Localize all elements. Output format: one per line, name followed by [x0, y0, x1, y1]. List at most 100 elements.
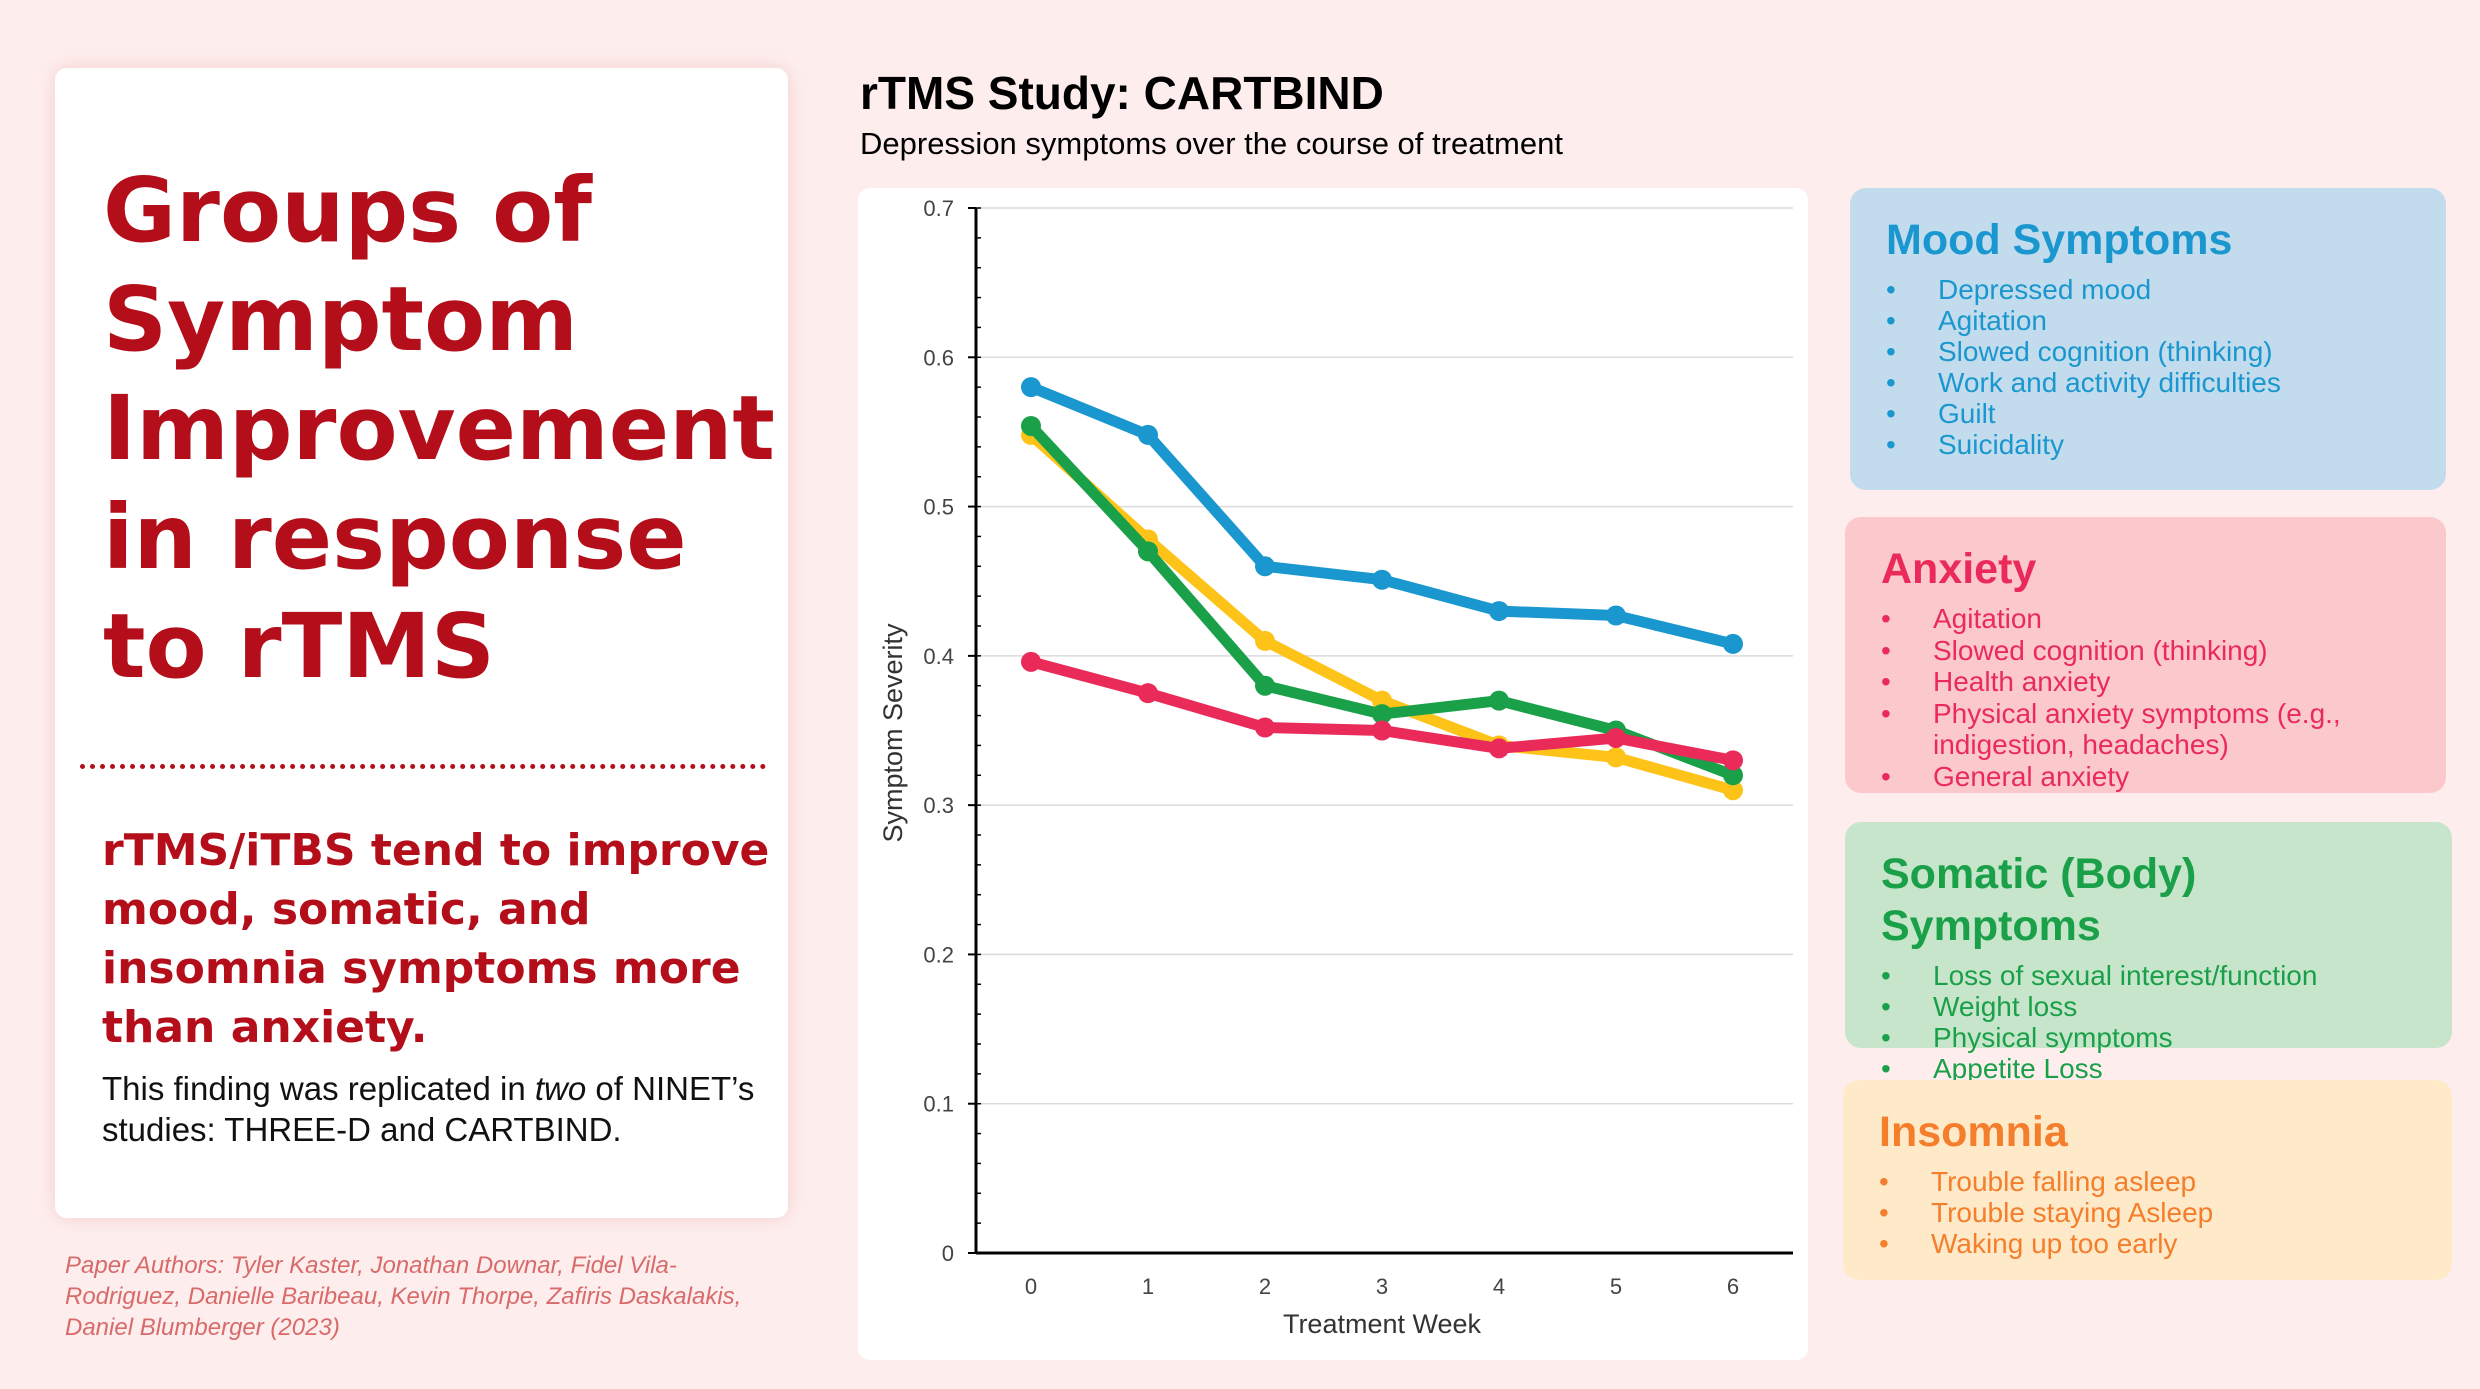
insomnia-list-item-label: Trouble staying Asleep [1931, 1197, 2214, 1228]
x-axis-title: Treatment Week [1283, 1309, 1482, 1339]
anxiety-panel: Anxiety • Agitation • Slowed cognition (thi… [1845, 517, 2446, 793]
insomnia-data-point [1255, 630, 1275, 651]
somatic-body-symptoms-data-point [1021, 415, 1041, 436]
bullet-icon: • [1881, 1053, 1891, 1084]
x-tick-label: 6 [1727, 1274, 1739, 1299]
insomnia-panel: Insomnia • Trouble falling asleep • Trouble… [1843, 1080, 2452, 1280]
mood-symptoms-data-point [1255, 556, 1275, 577]
y-tick-label: 0.7 [923, 196, 954, 221]
mood-symptoms-data-point [1489, 601, 1509, 622]
mood-symptoms-title: Mood Symptoms [1886, 216, 2233, 264]
mood-list-item-label: Guilt [1938, 398, 1996, 429]
x-tick-label: 4 [1493, 1274, 1505, 1299]
anxiety-list-item: • General anxiety [1881, 761, 2416, 793]
x-tick-label: 2 [1259, 1274, 1271, 1299]
finding-emphasis: two [534, 1070, 587, 1107]
bullet-icon: • [1881, 634, 1891, 666]
mood-list-item: • Suicidality [1886, 429, 2416, 460]
mood-symptoms-series-line [1025, 381, 1739, 650]
bullet-icon: • [1886, 398, 1896, 429]
y-tick-label: 0.6 [923, 345, 954, 370]
insomnia-list-item: • Trouble staying Asleep [1879, 1197, 2422, 1228]
somatic-list-item: • Appetite Loss [1881, 1053, 2422, 1084]
somatic-list-item-label: Weight loss [1933, 991, 2078, 1022]
anxiety-data-point [1255, 717, 1275, 738]
bullet-icon: • [1881, 991, 1891, 1022]
mood-list-item: • Slowed cognition (thinking) [1886, 336, 2416, 367]
summary-heading: rTMS/iTBS tend to improve mood, somatic,… [102, 825, 770, 1053]
anxiety-list-item-label: Physical anxiety symptoms (e.g., indiges… [1933, 697, 2341, 761]
page-title: Groups of Symptom Improvement in respons… [103, 158, 775, 698]
bullet-icon: • [1879, 1197, 1889, 1228]
anxiety-list: • Agitation • Slowed cognition (thinking) • H… [1881, 603, 2416, 792]
bullet-icon: • [1881, 666, 1891, 697]
insomnia-list-item: • Trouble falling asleep [1879, 1166, 2422, 1197]
mood-symptoms-data-point [1372, 569, 1392, 590]
x-tick-label: 0 [1025, 1274, 1037, 1299]
anxiety-list-item-label: Health anxiety [1933, 666, 2111, 697]
somatic-list-item: • Weight loss [1881, 991, 2422, 1022]
somatic-body-symptoms-data-point [1138, 541, 1158, 562]
finding-text-part1: This finding was replicated in [102, 1070, 535, 1107]
somatic-list-item-label: Appetite Loss [1933, 1053, 2103, 1084]
chart-card: 0 0.1 0.2 0.3 0.4 0.5 0.6 0.7 0 1 2 3 4 5 6 Treatment W… [858, 188, 1808, 1360]
mood-list-item: • Agitation [1886, 305, 2416, 336]
y-tick-label: 0.2 [923, 942, 954, 967]
dotted-divider [80, 764, 766, 769]
mood-list-item-label: Depressed mood [1938, 274, 2152, 305]
somatic-symptoms-list: • Loss of sexual interest/function • Weight… [1881, 960, 2422, 1084]
bullet-icon: • [1886, 367, 1896, 398]
mood-list-item-label: Suicidality [1938, 429, 2065, 460]
mood-symptoms-data-point [1021, 377, 1041, 398]
bullet-icon: • [1879, 1166, 1889, 1197]
y-tick-label: 0 [942, 1241, 954, 1266]
mood-list-item: • Guilt [1886, 398, 2416, 429]
paper-citation: Paper Authors: Tyler Kaster, Jonathan Do… [65, 1252, 742, 1341]
insomnia-list-item-label: Trouble falling asleep [1931, 1166, 2197, 1197]
somatic-list-item-label: Physical symptoms [1933, 1022, 2173, 1053]
insomnia-title: Insomnia [1879, 1108, 2068, 1156]
anxiety-list-item-label: Agitation [1933, 603, 2042, 634]
anxiety-data-point [1606, 727, 1626, 748]
anxiety-data-point [1021, 651, 1041, 672]
chart-title: rTMS Study: CARTBIND [860, 67, 1384, 119]
mood-symptoms-data-point [1723, 633, 1743, 654]
bullet-icon: • [1881, 1022, 1891, 1053]
bullet-icon: • [1886, 336, 1896, 367]
somatic-symptoms-title: Somatic (Body) Symptoms [1881, 850, 2197, 950]
insomnia-list: • Trouble falling asleep • Trouble staying … [1879, 1166, 2422, 1259]
x-tick-label: 1 [1142, 1274, 1154, 1299]
bullet-icon: • [1881, 697, 1891, 729]
mood-list-item-label: Work and activity difficulties [1938, 367, 2281, 398]
somatic-body-symptoms-data-point [1372, 704, 1392, 725]
anxiety-title: Anxiety [1881, 545, 2037, 593]
bullet-icon: • [1886, 429, 1896, 460]
anxiety-data-point [1489, 738, 1509, 759]
mood-symptoms-data-point [1138, 424, 1158, 445]
mood-symptoms-list: • Depressed mood • Agitation • Slowed cogniti… [1886, 274, 2416, 460]
anxiety-data-point [1372, 720, 1392, 741]
mood-list-item-label: Agitation [1938, 305, 2047, 336]
somatic-list-item: • Loss of sexual interest/function [1881, 960, 2422, 991]
anxiety-list-item: • Physical anxiety symptoms (e.g., indige… [1881, 698, 2416, 761]
anxiety-list-item: • Slowed cognition (thinking) [1881, 635, 2416, 667]
anxiety-data-point [1723, 750, 1743, 771]
somatic-symptoms-panel: Somatic (Body) Symptoms • Loss of sexual … [1845, 822, 2452, 1084]
summary-card: Groups of Symptom Improvement in respons… [55, 68, 788, 1218]
finding-text-part2: of NINET’s studies: THREE-D and CARTBIND… [102, 1070, 755, 1148]
insomnia-list-item: • Waking up too early [1879, 1228, 2422, 1259]
somatic-list-item-label: Loss of sexual interest/function [1933, 960, 2318, 991]
anxiety-data-point [1138, 683, 1158, 704]
bullet-icon: • [1886, 305, 1896, 336]
y-tick-label: 0.3 [923, 793, 954, 818]
anxiety-list-item: • Health anxiety [1881, 666, 2416, 698]
somatic-body-symptoms-data-point [1723, 765, 1743, 786]
anxiety-list-item-label: General anxiety [1933, 760, 2130, 792]
bullet-icon: • [1881, 760, 1891, 792]
bullet-icon: • [1881, 603, 1891, 634]
somatic-body-symptoms-data-point [1489, 690, 1509, 711]
anxiety-list-item-label: Slowed cognition (thinking) [1933, 634, 2268, 666]
anxiety-list-item: • Agitation [1881, 603, 2416, 635]
bullet-icon: • [1886, 274, 1896, 305]
mood-list-item: • Depressed mood [1886, 274, 2416, 305]
